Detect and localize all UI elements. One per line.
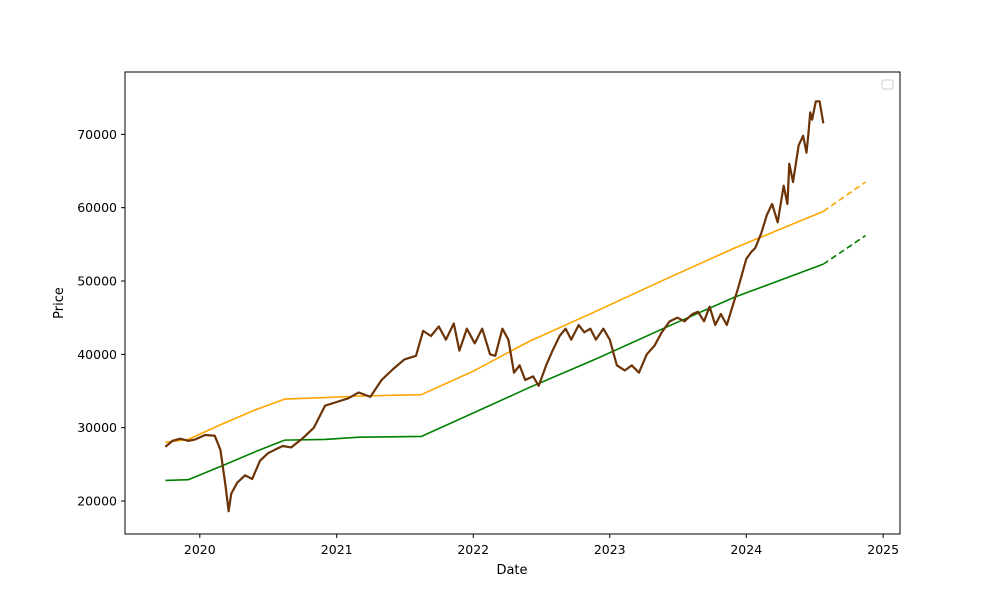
y-tick-label: 40000 xyxy=(77,347,117,362)
legend-box xyxy=(881,79,894,90)
y-tick-label: 20000 xyxy=(77,494,117,509)
y-tick-label: 30000 xyxy=(77,420,117,435)
ticks-layer: 2020 2021 2022 2023 2024 2025 20000 30000 40000 5… xyxy=(77,127,899,557)
y-tick-label: 60000 xyxy=(77,200,117,215)
x-tick-label: 2023 xyxy=(594,542,626,557)
x-tick-label: 2020 xyxy=(184,542,216,557)
plot-area-frame xyxy=(124,71,901,535)
series-layer xyxy=(164,100,867,513)
x-tick-label: 2024 xyxy=(730,542,762,557)
series-line-1 xyxy=(165,210,824,444)
x-tick-label: 2022 xyxy=(457,542,489,557)
y-axis-label: Price xyxy=(52,287,67,319)
x-tick-label: 2021 xyxy=(321,542,353,557)
x-axis-label: Date xyxy=(496,563,527,578)
y-tick-label: 50000 xyxy=(77,274,117,289)
series-line-5 xyxy=(164,100,825,513)
series-line-4 xyxy=(822,234,867,265)
x-tick-label: 2025 xyxy=(867,542,899,557)
series-line-3 xyxy=(165,263,824,482)
series-line-2 xyxy=(822,181,867,212)
y-tick-label: 70000 xyxy=(77,127,117,142)
